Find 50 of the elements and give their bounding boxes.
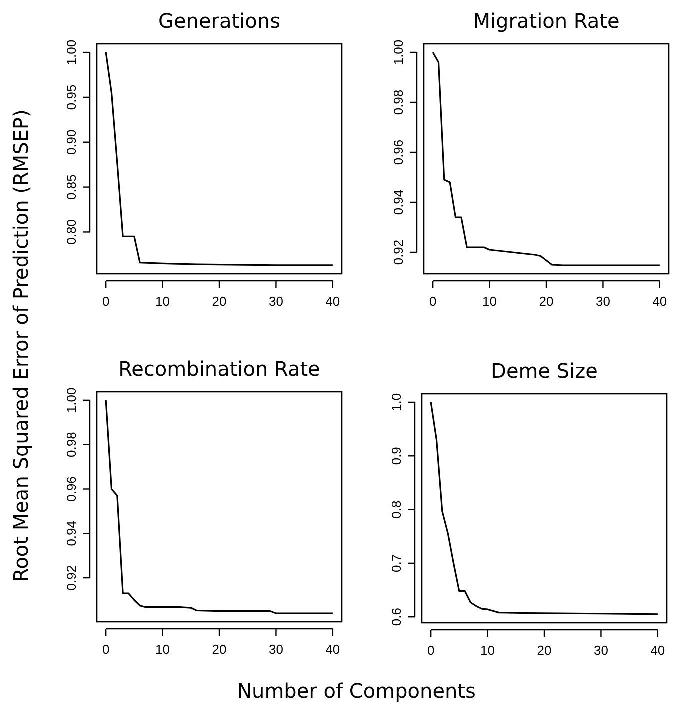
chart-title: Generations (158, 9, 280, 33)
x-tick-label: 30 (596, 294, 610, 309)
x-tick-label: 30 (268, 642, 284, 657)
y-tick-label: 0.92 (391, 240, 406, 266)
y-tick-label: 0.95 (64, 84, 79, 110)
y-tick-label: 0.98 (64, 432, 79, 458)
y-tick-label: 0.90 (64, 130, 79, 156)
x-tick-label: 30 (594, 643, 608, 658)
y-tick-label: 0.96 (64, 476, 79, 502)
x-tick-label: 30 (268, 294, 284, 309)
y-tick-label: 1.00 (391, 40, 406, 66)
y-axis-title: Root Mean Squared Error of Prediction (RMSEP) (9, 110, 33, 582)
x-tick-label: 20 (212, 642, 227, 657)
y-tick-label: 0.80 (64, 220, 79, 245)
y-tick-label: 0.7 (389, 554, 404, 572)
y-tick-label: 1.00 (64, 40, 79, 66)
y-tick-label: 0.96 (391, 140, 406, 166)
x-tick-label: 10 (482, 294, 498, 309)
line-series (105, 52, 334, 266)
line-series (105, 400, 334, 614)
y-tick-label: 0.9 (389, 447, 404, 466)
y-tick-label: 0.92 (64, 565, 79, 591)
x-tick-label: 0 (102, 294, 110, 309)
line-series (432, 52, 661, 266)
y-tick-label: 1.0 (389, 393, 404, 412)
x-tick-label: 0 (427, 643, 435, 658)
x-axis-title: Number of Components (237, 679, 476, 703)
chart-title: Deme Size (491, 359, 598, 383)
x-tick-label: 10 (156, 294, 170, 309)
x-tick-label: 40 (652, 294, 668, 309)
line-series (430, 402, 659, 616)
x-tick-label: 40 (326, 642, 340, 657)
x-tick-label: 20 (539, 294, 554, 309)
x-tick-label: 0 (102, 642, 110, 657)
y-tick-label: 0.94 (391, 190, 406, 216)
x-tick-label: 20 (212, 294, 227, 309)
x-tick-label: 0 (429, 294, 437, 309)
y-tick-label: 0.98 (391, 90, 406, 116)
x-tick-label: 40 (650, 643, 666, 658)
y-tick-label: 0.85 (64, 174, 79, 200)
x-tick-label: 10 (156, 642, 170, 657)
y-tick-label: 0.8 (389, 500, 404, 519)
y-tick-label: 0.6 (389, 608, 404, 626)
y-tick-label: 1.00 (64, 388, 79, 414)
chart-title: Recombination Rate (118, 357, 320, 381)
x-tick-label: 10 (480, 643, 496, 658)
x-tick-label: 40 (326, 294, 340, 309)
y-tick-label: 0.94 (64, 520, 79, 546)
x-tick-label: 20 (537, 643, 552, 658)
chart-title: Migration Rate (473, 9, 620, 33)
